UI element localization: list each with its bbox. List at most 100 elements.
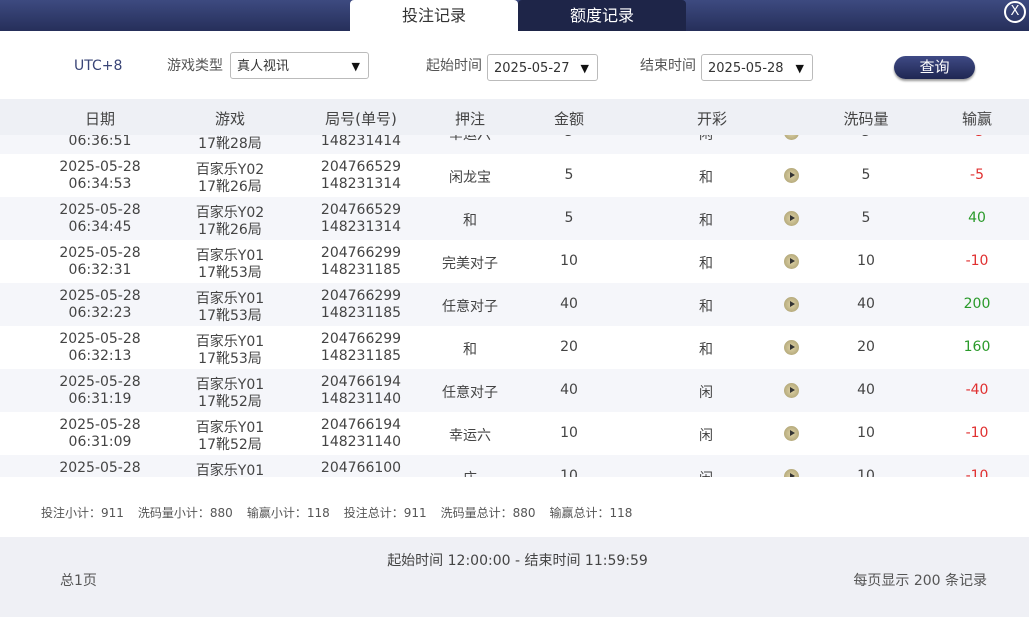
table-body[interactable]: 2025-05-28 06:36:51 百家乐Y02 17靴28局 204766…	[0, 135, 1029, 477]
row-winloss: -10	[965, 468, 989, 477]
row-wash: 5	[862, 135, 871, 140]
row-id-1: 204766299	[320, 245, 402, 261]
row-round: 17靴26局	[198, 222, 262, 238]
chevron-down-icon: ▼	[351, 60, 360, 73]
col-result: 开彩	[696, 110, 728, 128]
row-amount: 10	[560, 425, 578, 441]
row-round: 17靴53局	[198, 308, 262, 324]
row-wash: 10	[857, 425, 875, 441]
row-time: 06:32:13	[68, 348, 132, 364]
row-time: 06:34:45	[68, 219, 132, 235]
table-row: 2025-05-28 06:34:53 百家乐Y02 17靴26局 204766…	[0, 154, 1029, 197]
row-game: 百家乐Y01	[195, 463, 265, 477]
end-date-select[interactable]: 2025-05-28 ▼	[701, 54, 813, 81]
start-date-select[interactable]: 2025-05-27 ▼	[487, 54, 598, 81]
play-replay-icon[interactable]	[784, 297, 799, 312]
row-result: 闲	[699, 385, 713, 401]
game-type-value: 真人视讯	[237, 59, 290, 74]
row-game: 百家乐Y02	[195, 205, 265, 221]
query-button[interactable]: 查询	[894, 56, 975, 79]
row-result: 闲	[699, 468, 713, 477]
summary-bar: 投注小计：911 洗码量小计：880 输赢小计：118 投注总计：911 洗码量总计：8…	[41, 504, 646, 521]
tab-credit-records[interactable]: 额度记录	[518, 0, 686, 31]
col-date: 日期	[84, 110, 116, 128]
play-replay-icon[interactable]	[784, 254, 799, 269]
row-id-2: 148231140	[320, 391, 402, 407]
row-date: 2025-05-28	[59, 245, 141, 261]
row-wash: 5	[861, 167, 871, 183]
row-bet: 任意对子	[442, 385, 498, 401]
chevron-down-icon: ▼	[795, 62, 804, 75]
game-type-label: 游戏类型	[167, 58, 223, 74]
row-wash: 40	[857, 382, 875, 398]
row-bet: 庄	[463, 468, 477, 477]
row-winloss: 160	[963, 339, 991, 355]
time-range-note: 起始时间 12:00:00 - 结束时间 11:59:59	[387, 553, 648, 569]
row-result: 和	[699, 342, 713, 358]
play-replay-icon[interactable]	[784, 469, 799, 477]
play-replay-icon[interactable]	[784, 168, 799, 183]
row-id-2: 148231314	[320, 176, 402, 192]
row-id-1: 204766194	[320, 374, 402, 390]
row-date: 2025-05-28	[59, 331, 141, 347]
start-date-label: 起始时间	[426, 58, 482, 74]
row-result: 和	[699, 256, 713, 272]
row-result: 闲	[699, 135, 713, 143]
close-icon[interactable]: X	[1004, 1, 1026, 23]
row-amount: 20	[560, 339, 578, 355]
row-winloss: 40	[968, 210, 986, 226]
row-wash: 10	[857, 253, 875, 269]
table-row: 2025-05-28 06:34:45 百家乐Y02 17靴26局 204766…	[0, 197, 1029, 240]
row-result: 和	[699, 213, 713, 229]
row-winloss: -5	[970, 167, 984, 183]
row-game: 百家乐Y01	[195, 291, 265, 307]
play-replay-icon[interactable]	[784, 135, 799, 140]
row-round: 17靴26局	[198, 179, 262, 195]
table-header: 日期 游戏 局号(单号) 押注 金额 开彩 洗码量 输赢	[0, 99, 1029, 135]
row-game: 百家乐Y01	[195, 334, 265, 350]
row-amount: 5	[564, 210, 574, 226]
row-id-2: 148231140	[320, 434, 402, 450]
summary-item: 投注总计：911	[343, 506, 427, 520]
col-round: 局号(单号)	[325, 110, 397, 128]
play-replay-icon[interactable]	[784, 383, 799, 398]
row-bet: 幸运六	[449, 135, 491, 143]
table-row: 2025-05-28 06:31:19 百家乐Y01 17靴52局 204766…	[0, 369, 1029, 412]
row-id-1: 204766299	[320, 331, 402, 347]
row-winloss: -10	[965, 253, 989, 269]
col-winloss: 输赢	[961, 110, 993, 128]
row-time: 06:31:19	[68, 391, 132, 407]
row-id-2: 148231185	[320, 262, 402, 278]
row-date: 2025-05-28	[59, 417, 141, 433]
row-wash: 10	[857, 468, 875, 477]
row-bet: 和	[463, 342, 477, 358]
game-type-select[interactable]: 真人视讯 ▼	[230, 52, 369, 79]
table-row: 2025-05-28 06:32:23 百家乐Y01 17靴53局 204766…	[0, 283, 1029, 326]
row-id-2: 148231185	[320, 305, 402, 321]
row-round: 17靴53局	[198, 265, 262, 281]
top-bar: 投注记录 额度记录 X	[0, 0, 1029, 31]
row-bet: 闲龙宝	[449, 170, 491, 186]
row-wash: 5	[861, 210, 871, 226]
summary-item: 输赢总计：118	[549, 506, 633, 520]
row-wash: 20	[857, 339, 875, 355]
row-date: 2025-05-28	[59, 202, 141, 218]
row-game: 百家乐Y01	[195, 420, 265, 436]
summary-item: 洗码量总计：880	[440, 506, 536, 520]
row-bet: 完美对子	[442, 256, 498, 272]
play-replay-icon[interactable]	[784, 426, 799, 441]
row-bet: 幸运六	[449, 428, 491, 444]
tab-bet-records[interactable]: 投注记录	[350, 0, 518, 31]
col-game: 游戏	[214, 110, 246, 128]
row-round: 17靴28局	[198, 136, 262, 152]
row-amount: 40	[560, 382, 578, 398]
row-id-1: 204766529	[320, 159, 402, 175]
play-replay-icon[interactable]	[784, 340, 799, 355]
row-date: 2025-05-28	[59, 374, 141, 390]
summary-item: 输赢小计：118	[246, 506, 330, 520]
end-date-value: 2025-05-28	[708, 61, 784, 76]
play-replay-icon[interactable]	[784, 211, 799, 226]
chevron-down-icon: ▼	[580, 62, 589, 75]
row-date: 2025-05-28	[59, 159, 141, 175]
row-result: 和	[699, 299, 713, 315]
